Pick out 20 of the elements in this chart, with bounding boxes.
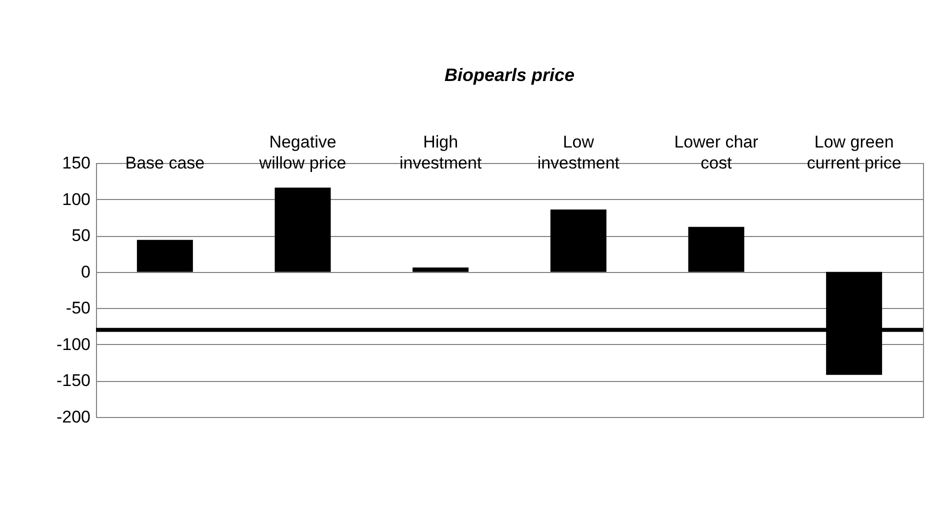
- bar: [688, 226, 744, 272]
- y-tick-label: -150: [56, 371, 90, 390]
- y-tick-label: -50: [66, 298, 90, 318]
- x-tick-label: High investment: [399, 132, 482, 172]
- y-tick-label: 50: [72, 226, 90, 246]
- chart-title: Biopearls price: [444, 65, 575, 85]
- y-tick-label: 0: [81, 262, 90, 282]
- x-tick-label: Low green current price: [806, 132, 902, 172]
- y-tick-label: 150: [62, 154, 90, 172]
- y-tick-label: -100: [56, 334, 90, 354]
- bar: [412, 268, 469, 272]
- bar: [274, 188, 331, 272]
- x-tick-label: Low investment: [537, 132, 620, 172]
- x-tick-label: Base case: [125, 154, 205, 172]
- y-tick-label: 100: [62, 190, 90, 209]
- bar: [136, 240, 193, 272]
- bar: [550, 209, 606, 272]
- y-tick-label: -200: [56, 408, 90, 426]
- x-tick-label: Negative willow price: [258, 132, 346, 172]
- x-tick-label: Lower char cost: [674, 132, 759, 172]
